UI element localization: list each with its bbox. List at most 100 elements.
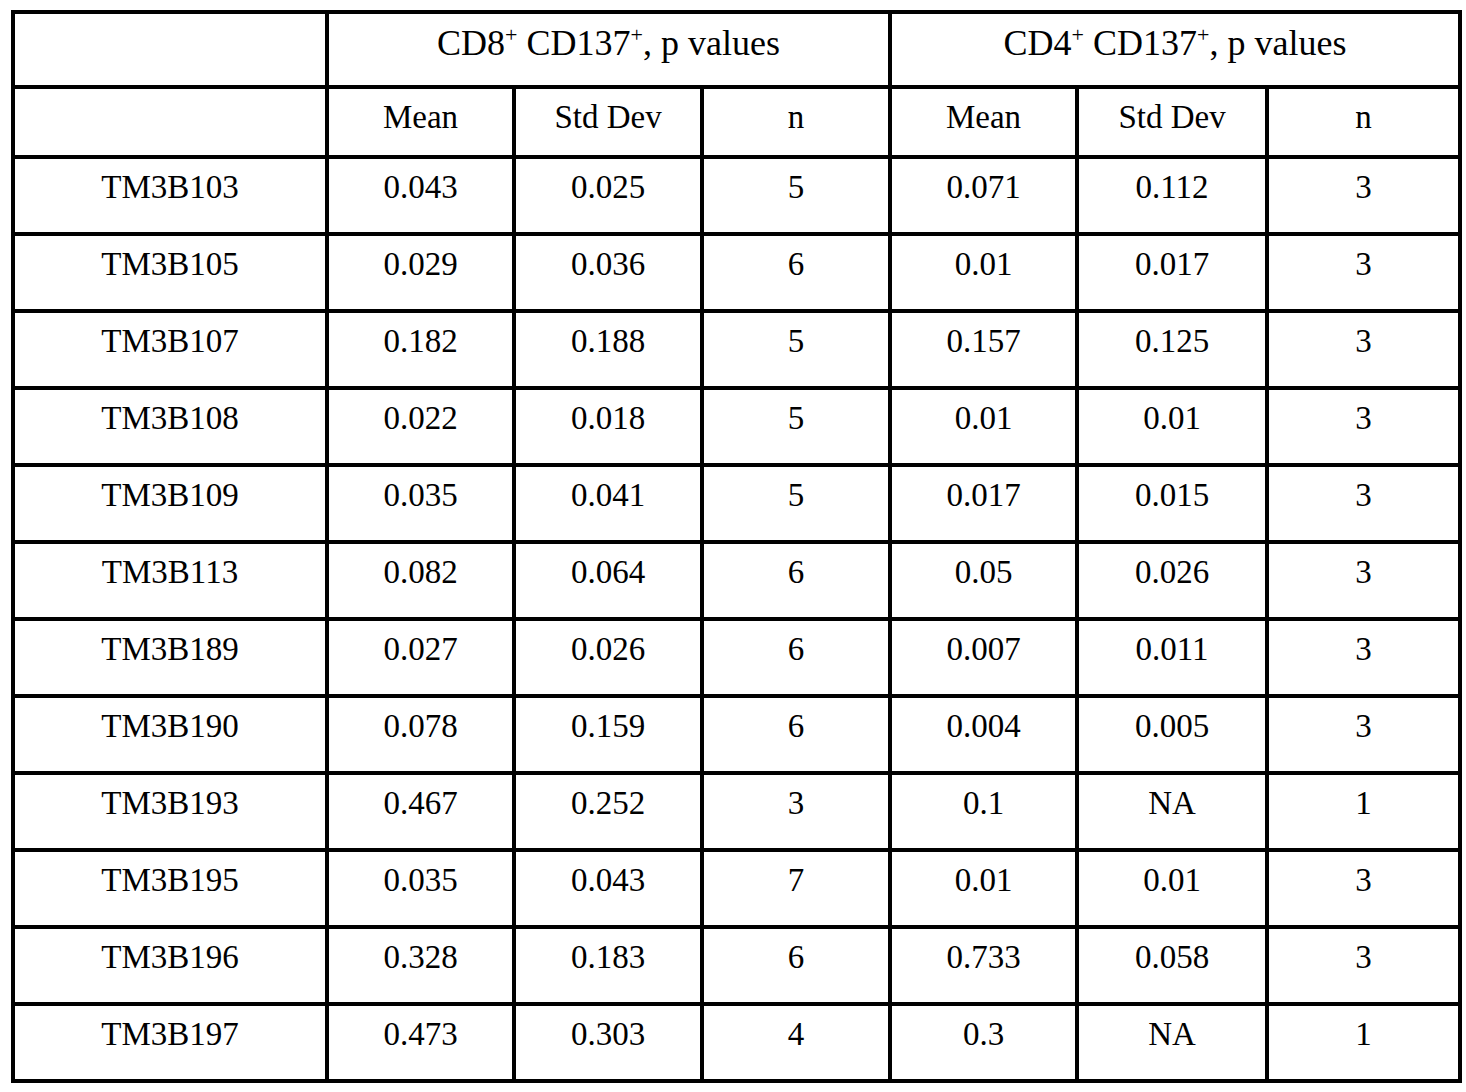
group-header-cd4: CD4+ CD137+, p values <box>890 12 1460 87</box>
cell-cd4-n: 3 <box>1267 927 1460 1004</box>
cell-cd4-mean: 0.007 <box>890 619 1077 696</box>
group-header-cd8-prefix: CD8 <box>437 23 505 63</box>
cell-cd8-stddev: 0.018 <box>514 388 702 465</box>
group-header-cd4-prefix: CD4 <box>1004 23 1072 63</box>
cell-cd8-stddev: 0.188 <box>514 311 702 388</box>
cell-cd4-mean: 0.733 <box>890 927 1077 1004</box>
col-header-cd8-stddev: Std Dev <box>514 87 702 157</box>
cell-cd4-stddev: 0.017 <box>1077 234 1267 311</box>
table-row: TM3B190 0.078 0.159 6 0.004 0.005 3 <box>13 696 1460 773</box>
col-header-cd4-stddev: Std Dev <box>1077 87 1267 157</box>
table-row: TM3B196 0.328 0.183 6 0.733 0.058 3 <box>13 927 1460 1004</box>
cell-sample-id: TM3B190 <box>13 696 327 773</box>
cell-cd8-stddev: 0.036 <box>514 234 702 311</box>
cell-cd4-n: 3 <box>1267 388 1460 465</box>
cell-cd4-n: 3 <box>1267 850 1460 927</box>
cell-cd8-stddev: 0.041 <box>514 465 702 542</box>
cell-sample-id: TM3B108 <box>13 388 327 465</box>
cell-cd8-n: 6 <box>702 696 890 773</box>
cell-cd8-n: 5 <box>702 157 890 234</box>
cell-cd4-n: 3 <box>1267 157 1460 234</box>
group-header-cd8-sup2: + <box>631 22 643 47</box>
table-row: TM3B107 0.182 0.188 5 0.157 0.125 3 <box>13 311 1460 388</box>
cell-cd8-n: 6 <box>702 542 890 619</box>
cell-cd8-mean: 0.328 <box>327 927 514 1004</box>
corner-cell-top <box>13 12 327 87</box>
cell-cd8-mean: 0.035 <box>327 850 514 927</box>
group-header-cd4-sup2: + <box>1197 22 1209 47</box>
cell-cd4-n: 3 <box>1267 542 1460 619</box>
cell-cd4-mean: 0.01 <box>890 850 1077 927</box>
cell-cd4-n: 3 <box>1267 465 1460 542</box>
cell-cd8-stddev: 0.303 <box>514 1004 702 1081</box>
cell-sample-id: TM3B195 <box>13 850 327 927</box>
cell-sample-id: TM3B193 <box>13 773 327 850</box>
cell-cd8-n: 5 <box>702 388 890 465</box>
table-row: TM3B189 0.027 0.026 6 0.007 0.011 3 <box>13 619 1460 696</box>
p-values-table-container: CD8+ CD137+, p values CD4+ CD137+, p val… <box>11 10 1462 1083</box>
cell-cd4-stddev: 0.112 <box>1077 157 1267 234</box>
col-header-cd4-mean: Mean <box>890 87 1077 157</box>
cell-cd8-n: 3 <box>702 773 890 850</box>
cell-cd4-stddev: 0.125 <box>1077 311 1267 388</box>
cell-cd4-stddev: 0.058 <box>1077 927 1267 1004</box>
cell-cd8-mean: 0.029 <box>327 234 514 311</box>
cell-cd4-n: 3 <box>1267 696 1460 773</box>
cell-cd4-mean: 0.05 <box>890 542 1077 619</box>
cell-cd8-mean: 0.473 <box>327 1004 514 1081</box>
p-values-table: CD8+ CD137+, p values CD4+ CD137+, p val… <box>11 10 1462 1083</box>
sub-header-row: Mean Std Dev n Mean Std Dev n <box>13 87 1460 157</box>
table-row: TM3B108 0.022 0.018 5 0.01 0.01 3 <box>13 388 1460 465</box>
cell-cd8-mean: 0.022 <box>327 388 514 465</box>
cell-sample-id: TM3B113 <box>13 542 327 619</box>
cell-cd8-mean: 0.027 <box>327 619 514 696</box>
group-header-row: CD8+ CD137+, p values CD4+ CD137+, p val… <box>13 12 1460 87</box>
cell-cd4-n: 1 <box>1267 773 1460 850</box>
cell-cd4-stddev: 0.01 <box>1077 388 1267 465</box>
cell-cd8-mean: 0.035 <box>327 465 514 542</box>
cell-cd4-mean: 0.017 <box>890 465 1077 542</box>
cell-cd8-n: 4 <box>702 1004 890 1081</box>
cell-cd4-n: 3 <box>1267 234 1460 311</box>
corner-cell-bottom <box>13 87 327 157</box>
cell-sample-id: TM3B109 <box>13 465 327 542</box>
cell-cd4-stddev: 0.005 <box>1077 696 1267 773</box>
col-header-cd8-mean: Mean <box>327 87 514 157</box>
table-row: TM3B193 0.467 0.252 3 0.1 NA 1 <box>13 773 1460 850</box>
cell-cd8-mean: 0.082 <box>327 542 514 619</box>
cell-cd8-stddev: 0.025 <box>514 157 702 234</box>
cell-cd8-stddev: 0.026 <box>514 619 702 696</box>
cell-cd8-stddev: 0.043 <box>514 850 702 927</box>
cell-sample-id: TM3B196 <box>13 927 327 1004</box>
cell-cd8-mean: 0.043 <box>327 157 514 234</box>
cell-cd4-stddev: NA <box>1077 773 1267 850</box>
cell-cd8-stddev: 0.064 <box>514 542 702 619</box>
col-header-cd8-n: n <box>702 87 890 157</box>
cell-cd8-n: 6 <box>702 619 890 696</box>
cell-cd8-n: 5 <box>702 311 890 388</box>
cell-cd4-stddev: NA <box>1077 1004 1267 1081</box>
group-header-cd8-mid: CD137 <box>518 23 631 63</box>
cell-cd4-mean: 0.3 <box>890 1004 1077 1081</box>
group-header-cd4-mid: CD137 <box>1084 23 1197 63</box>
group-header-cd4-suffix: , p values <box>1209 23 1346 63</box>
cell-cd4-n: 3 <box>1267 619 1460 696</box>
cell-cd4-n: 3 <box>1267 311 1460 388</box>
cell-cd8-n: 6 <box>702 234 890 311</box>
cell-sample-id: TM3B105 <box>13 234 327 311</box>
cell-cd4-stddev: 0.011 <box>1077 619 1267 696</box>
cell-cd8-n: 7 <box>702 850 890 927</box>
cell-cd8-n: 6 <box>702 927 890 1004</box>
table-row: TM3B105 0.029 0.036 6 0.01 0.017 3 <box>13 234 1460 311</box>
cell-cd4-stddev: 0.026 <box>1077 542 1267 619</box>
cell-cd4-mean: 0.1 <box>890 773 1077 850</box>
cell-cd8-stddev: 0.159 <box>514 696 702 773</box>
cell-cd8-n: 5 <box>702 465 890 542</box>
group-header-cd8: CD8+ CD137+, p values <box>327 12 890 87</box>
cell-cd8-mean: 0.467 <box>327 773 514 850</box>
cell-cd8-mean: 0.182 <box>327 311 514 388</box>
group-header-cd8-suffix: , p values <box>643 23 780 63</box>
col-header-cd4-n: n <box>1267 87 1460 157</box>
cell-sample-id: TM3B103 <box>13 157 327 234</box>
table-row: TM3B103 0.043 0.025 5 0.071 0.112 3 <box>13 157 1460 234</box>
